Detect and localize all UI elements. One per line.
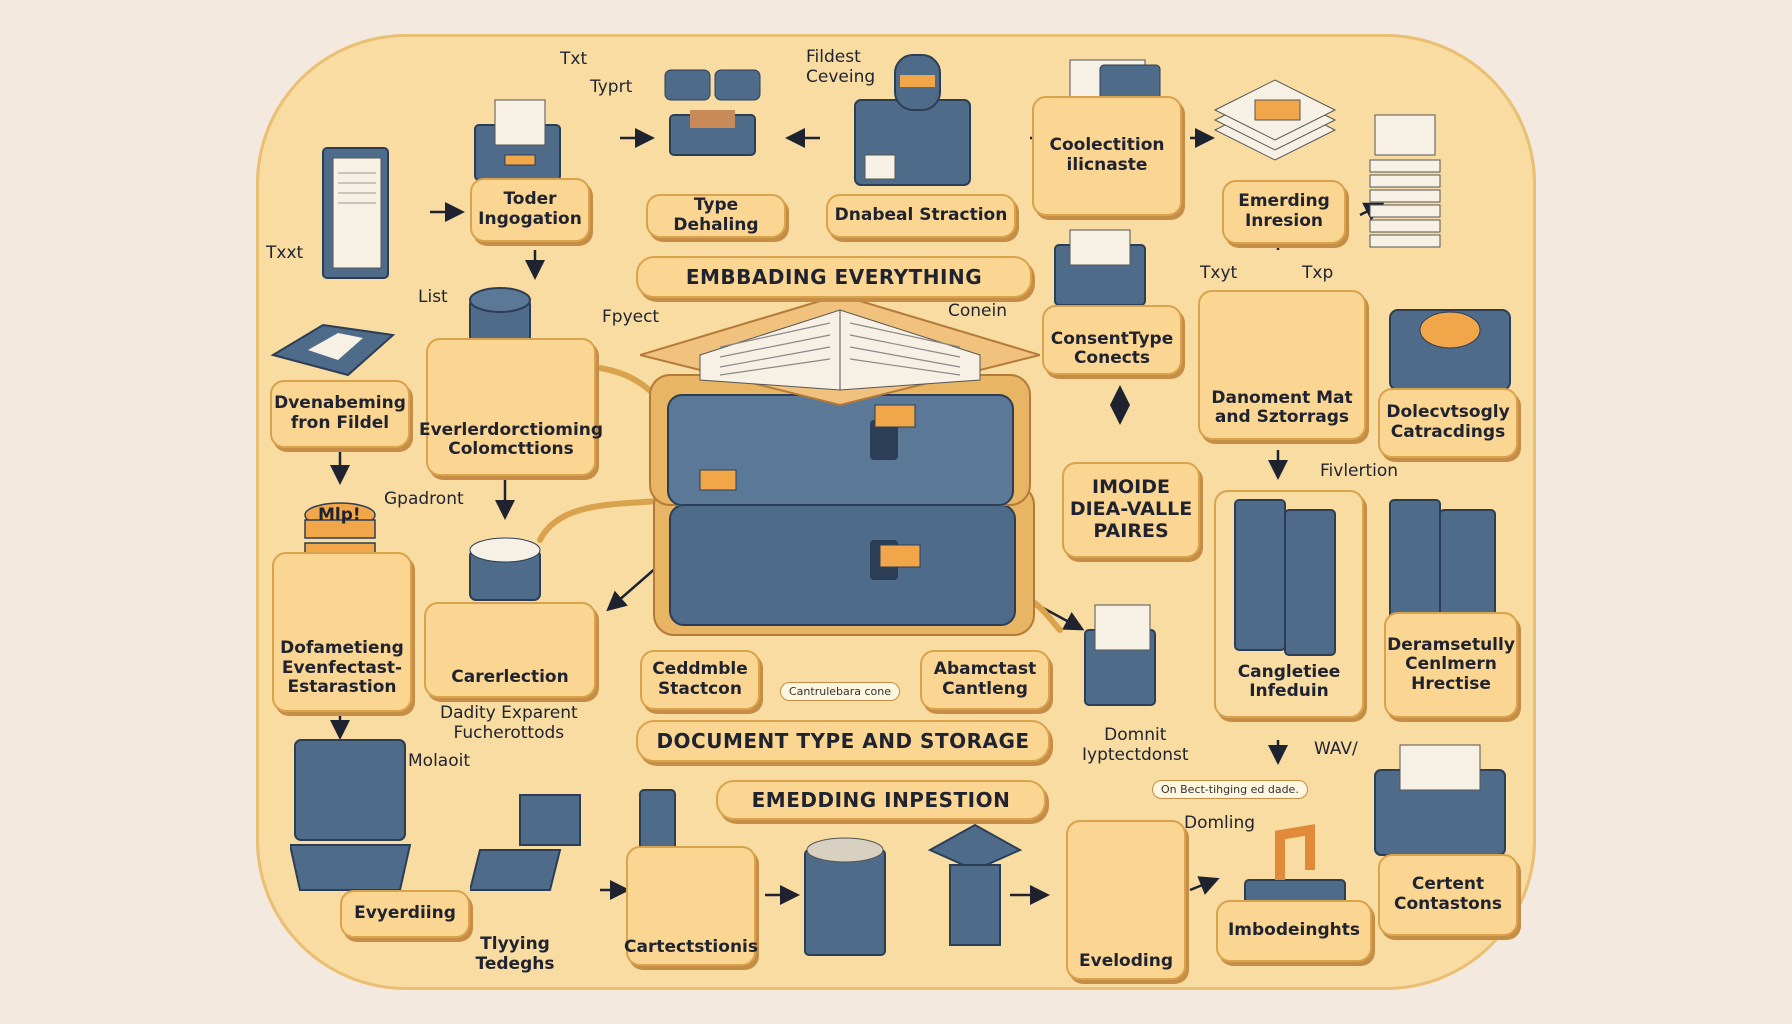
label-txxt-left: Txxt xyxy=(266,243,304,263)
storage-box-icon xyxy=(1374,744,1506,856)
node-dvenabeming: Dvenabeming fron Fildel xyxy=(270,380,410,448)
binder-icon xyxy=(1234,499,1336,656)
node-deramsetully-label: Deramsetully Cenlmern Hrectise xyxy=(1387,634,1515,694)
label-cantrulebara: Cantrulebara cone xyxy=(780,682,901,701)
node-certent-contastons: Certent Contastons xyxy=(1378,854,1518,936)
banner-embedding-inpestion-text: EMEDDING INPESTION xyxy=(751,788,1011,812)
banner-embedding-inpestion: EMEDDING INPESTION xyxy=(716,780,1046,820)
database-safe-icon xyxy=(854,54,971,186)
node-type-dehaling-label: Type Dehaling xyxy=(673,195,759,235)
node-consent-type: ConsentType Conects xyxy=(1042,305,1182,375)
node-toder-ingogation: Toder Ingogation xyxy=(470,178,590,242)
label-fpyect: Fpyect xyxy=(602,307,660,327)
label-dadity-exparent: Dadity Exparent Fucherottods xyxy=(440,703,578,743)
filing-cabinet-icon xyxy=(804,837,886,956)
open-drawer-icon xyxy=(664,69,761,156)
server-stack-icon xyxy=(1389,309,1511,391)
node-eveloding: Eveloding xyxy=(1066,820,1186,980)
node-danoment-mat-label: Danoment Mat and Sztorrags xyxy=(1211,387,1353,428)
node-danoment-mat: Danoment Mat and Sztorrags xyxy=(1198,290,1366,440)
label-molaoit: Molaoit xyxy=(408,751,470,771)
node-cangletiee: Cangletiee Infeduin xyxy=(1214,490,1364,718)
label-conein: Conein xyxy=(948,301,1008,321)
label-txp: Txp xyxy=(1302,263,1334,283)
node-everyding: Evyerdiing xyxy=(340,890,470,938)
tray-icon xyxy=(1054,229,1146,306)
node-imoide-pairs: IMOIDE DIEA-VALLE PAIRES xyxy=(1062,462,1200,558)
node-tlyying: Tlyying Tedeghs xyxy=(475,934,555,974)
node-imoide-label: IMOIDE DIEA-VALLE PAIRES xyxy=(1069,476,1193,542)
central-storage-icon xyxy=(640,295,1040,636)
node-cartectsionis: Cartectstionis xyxy=(624,846,758,966)
node-ceddmble-label: Ceddmble Stactcon xyxy=(652,659,748,699)
bucket-icon xyxy=(469,537,541,601)
node-deramsetully: Deramsetully Cenlmern Hrectise xyxy=(1384,612,1518,718)
node-certent-label: Certent Contastons xyxy=(1393,874,1502,914)
document-tower-icon xyxy=(322,147,389,279)
node-ceddmble-stactcon: Ceddmble Stactcon xyxy=(640,650,760,710)
document-stack-icon xyxy=(1369,114,1441,248)
node-carerlection-label: Carerlection xyxy=(451,667,569,688)
node-toder-label: Toder Ingogation xyxy=(478,189,582,229)
node-dnabeal-straction: Dnabeal Straction xyxy=(826,194,1016,238)
banner-embedding-everything-text: EMBBADING EVERYTHING xyxy=(685,265,983,289)
label-on-bect: On Bect-tihging ed dade. xyxy=(1152,780,1308,799)
node-dnabeal-label: Dnabeal Straction xyxy=(834,205,1008,226)
label-mips: Mlp! xyxy=(318,505,361,525)
node-type-dehaling: Type Dehaling xyxy=(646,194,786,238)
node-coollection: Coolectition ilicnaste xyxy=(1032,96,1182,216)
laptop-icon xyxy=(290,739,412,891)
label-fivlertion: Fivlertion xyxy=(1320,461,1399,481)
node-dvenabeming-label: Dvenabeming fron Fildel xyxy=(274,393,406,433)
node-cartectsionis-label: Cartectstionis xyxy=(624,937,758,958)
node-imbodeinghts-label: Imbodeinghts xyxy=(1227,920,1361,941)
node-consent-type-label: ConsentType Conects xyxy=(1050,328,1174,369)
node-dolecvtsogly-label: Dolecvtsogly Catracdings xyxy=(1386,402,1510,442)
label-fildest: Fildest Ceveing xyxy=(806,47,876,87)
node-dofametieng-label: Dofametieng Evenfectast- Estarastion xyxy=(280,638,404,698)
node-emerding-inresion-label: Emerding Inresion xyxy=(1238,191,1330,231)
paper-stack-icon xyxy=(1213,79,1337,161)
label-domling: Domling xyxy=(1184,813,1256,833)
label-gpadront: Gpadront xyxy=(384,489,464,509)
banner-document-type-storage: DOCUMENT TYPE AND STORAGE xyxy=(636,720,1050,762)
box-icon xyxy=(1084,604,1156,706)
node-eveloding-label: Eveloding xyxy=(1079,951,1173,972)
node-everlerdoctioming: Everlerdorctioming Colomcttions xyxy=(419,338,603,476)
label-list: List xyxy=(418,287,448,307)
node-imbodeinghts: Imbodeinghts xyxy=(1216,900,1372,962)
node-everlerdoctioming-label: Everlerdorctioming Colomcttions xyxy=(418,419,604,460)
label-typrt: Typrt xyxy=(590,77,633,97)
node-cangletiee-label: Cangletiee Infeduin xyxy=(1237,661,1341,702)
birdhouse-icon xyxy=(927,823,1023,946)
node-abamctast-cantleng: Abamctast Cantleng xyxy=(920,650,1050,710)
banner-embedding-everything: EMBBADING EVERYTHING xyxy=(636,256,1032,298)
node-coollection-label: Coolectition ilicnaste xyxy=(1049,135,1165,175)
node-everyding-label: Evyerdiing xyxy=(354,903,456,924)
drawer-icon xyxy=(474,99,561,181)
banner-document-type-storage-text: DOCUMENT TYPE AND STORAGE xyxy=(656,729,1030,753)
node-abamctast-label: Abamctast Cantleng xyxy=(933,659,1037,699)
node-emerding-inresion: Emerding Inresion xyxy=(1222,180,1346,244)
small-laptop-icon xyxy=(470,794,581,891)
node-dolecvtsogly: Dolecvtsogly Catracdings xyxy=(1378,388,1518,458)
node-dofametieng: Dofametieng Evenfectast- Estarastion xyxy=(272,552,412,712)
keyboard-icon xyxy=(270,323,396,377)
label-domnit: Domnit Iyptectdonst xyxy=(1082,725,1189,765)
label-txyt: Txyt xyxy=(1200,263,1238,283)
label-wav: WAV/ xyxy=(1314,739,1358,759)
node-carerlection: Carerlection xyxy=(424,602,596,698)
label-txt-top: Txt xyxy=(560,49,588,69)
